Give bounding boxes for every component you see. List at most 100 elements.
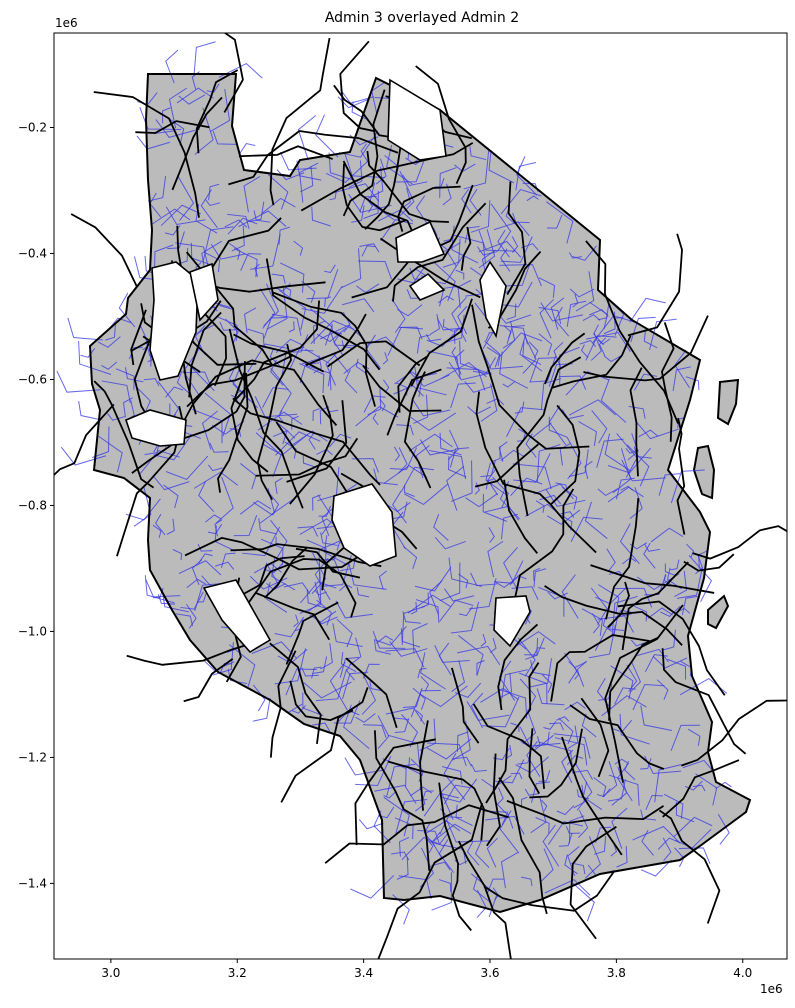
admin3-boundary bbox=[243, 175, 261, 213]
admin3-boundary bbox=[293, 240, 304, 256]
admin3-boundary bbox=[455, 269, 465, 280]
admin3-boundary bbox=[155, 119, 200, 138]
admin3-boundary bbox=[197, 543, 213, 552]
admin3-boundary bbox=[519, 672, 548, 705]
admin3-boundary bbox=[470, 763, 487, 772]
admin3-boundary bbox=[591, 410, 608, 444]
admin3-boundary bbox=[510, 477, 543, 497]
admin3-boundary bbox=[591, 613, 600, 634]
admin3-boundary bbox=[450, 601, 480, 634]
admin3-boundary bbox=[476, 246, 498, 256]
admin2-boundary bbox=[544, 332, 586, 385]
admin3-boundary bbox=[528, 341, 539, 359]
admin3-boundary bbox=[468, 578, 497, 610]
admin3-boundary bbox=[165, 455, 209, 481]
admin3-boundary bbox=[526, 195, 539, 202]
admin3-boundary bbox=[359, 243, 380, 253]
admin3-boundary bbox=[500, 852, 518, 889]
admin3-boundary bbox=[293, 614, 299, 628]
admin3-boundary bbox=[329, 433, 352, 448]
admin3-boundary bbox=[180, 591, 204, 610]
admin3-boundary bbox=[144, 575, 175, 604]
chart-title: Admin 3 overlayed Admin 2 bbox=[325, 10, 519, 26]
admin3-boundary bbox=[644, 574, 667, 596]
admin3-boundary bbox=[417, 829, 440, 844]
admin2-boundary bbox=[228, 130, 399, 186]
admin3-boundary bbox=[393, 151, 428, 183]
admin2-boundary bbox=[583, 315, 709, 382]
admin3-boundary bbox=[580, 344, 589, 358]
admin3-boundary bbox=[457, 645, 501, 666]
admin3-boundary bbox=[443, 752, 466, 801]
admin3-boundary bbox=[685, 376, 700, 391]
admin3-boundary bbox=[332, 623, 363, 648]
admin3-boundary bbox=[506, 303, 517, 320]
admin3-boundary bbox=[692, 784, 706, 792]
admin2-boundary bbox=[339, 40, 375, 132]
admin3-boundary bbox=[270, 519, 288, 558]
admin3-boundary bbox=[208, 464, 223, 472]
admin3-boundary bbox=[608, 774, 640, 806]
admin3-boundary bbox=[157, 594, 176, 605]
admin3-boundary bbox=[166, 518, 175, 535]
admin3-boundary bbox=[596, 438, 624, 468]
admin3-boundary bbox=[476, 660, 485, 676]
admin3-boundary bbox=[311, 206, 331, 227]
admin3-boundary bbox=[186, 578, 207, 589]
admin3-boundary bbox=[270, 367, 292, 414]
admin3-boundary bbox=[306, 269, 339, 300]
admin3-boundary bbox=[425, 333, 442, 342]
admin3-boundary bbox=[590, 587, 608, 625]
admin3-boundary bbox=[382, 379, 390, 393]
admin3-boundary bbox=[426, 738, 472, 760]
admin3-boundary bbox=[412, 399, 451, 417]
admin3-boundary bbox=[584, 836, 602, 879]
admin3-boundary bbox=[137, 387, 151, 413]
admin3-boundary bbox=[325, 351, 338, 386]
admin2-boundary bbox=[184, 536, 378, 571]
admin3-boundary bbox=[303, 681, 352, 699]
admin3-boundary bbox=[568, 815, 585, 844]
admin3-boundary bbox=[558, 375, 587, 390]
admin3-boundary bbox=[201, 410, 218, 450]
admin3-boundary bbox=[431, 861, 451, 871]
admin3-boundary bbox=[656, 679, 669, 700]
admin3-boundary bbox=[97, 336, 121, 348]
admin3-boundary bbox=[175, 242, 209, 267]
admin3-boundary bbox=[611, 595, 638, 637]
admin2-boundary bbox=[188, 311, 222, 398]
admin3-boundary bbox=[412, 687, 426, 710]
admin3-boundary bbox=[464, 226, 480, 244]
admin3-boundary bbox=[378, 570, 388, 590]
admin3-boundary bbox=[341, 340, 353, 349]
admin3-boundary bbox=[633, 373, 658, 391]
admin3-boundary bbox=[427, 742, 467, 767]
admin3-boundary bbox=[315, 668, 348, 702]
admin3-boundary bbox=[596, 788, 611, 798]
admin3-boundary bbox=[356, 283, 380, 294]
admin3-boundary bbox=[233, 515, 258, 537]
admin3-boundary bbox=[469, 188, 482, 216]
admin3-boundary bbox=[433, 513, 449, 541]
unfilled-area bbox=[331, 483, 397, 567]
admin3-boundary bbox=[630, 639, 648, 647]
admin3-boundary bbox=[309, 610, 337, 623]
admin3-boundary bbox=[538, 277, 556, 298]
admin3-boundary bbox=[408, 433, 453, 452]
admin3-boundary bbox=[611, 807, 628, 849]
admin3-boundary bbox=[394, 718, 410, 733]
admin3-boundary bbox=[395, 799, 428, 834]
admin3-boundary bbox=[546, 509, 581, 525]
admin3-boundary bbox=[573, 784, 585, 809]
admin3-boundary bbox=[244, 307, 257, 333]
admin3-boundary bbox=[514, 401, 525, 414]
admin3-boundary bbox=[582, 314, 601, 321]
admin3-boundary bbox=[363, 190, 379, 219]
admin3-boundary bbox=[167, 231, 185, 250]
admin2-boundary bbox=[289, 680, 354, 722]
admin3-boundary bbox=[267, 174, 289, 210]
admin3-boundary bbox=[497, 688, 528, 719]
admin2-boundary bbox=[605, 498, 640, 620]
admin3-boundary bbox=[575, 271, 595, 312]
admin3-boundary bbox=[106, 413, 125, 421]
